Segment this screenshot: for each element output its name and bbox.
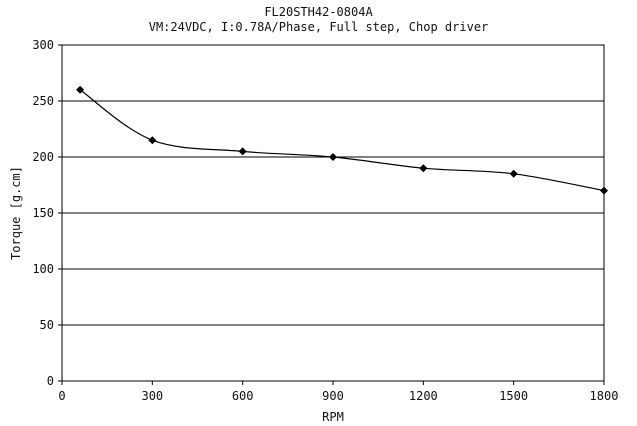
chart-title: FL20STH42-0804A bbox=[264, 5, 373, 19]
data-point-1200 bbox=[419, 164, 428, 173]
x-tick-label-900: 900 bbox=[322, 389, 344, 403]
y-tick-label-250: 250 bbox=[32, 94, 54, 108]
axes bbox=[58, 44, 605, 385]
data-point-900 bbox=[329, 153, 337, 161]
x-tick-label-300: 300 bbox=[141, 389, 163, 403]
x-axis-label: RPM bbox=[322, 410, 344, 424]
y-tick-label-50: 50 bbox=[40, 318, 54, 332]
data-point-600 bbox=[238, 147, 247, 156]
y-tick-label-200: 200 bbox=[32, 150, 54, 164]
y-tick-label-300: 300 bbox=[32, 38, 54, 52]
x-tick-label-0: 0 bbox=[58, 389, 65, 403]
y-tick-label-150: 150 bbox=[32, 206, 54, 220]
data-point-1500 bbox=[509, 169, 518, 178]
data-point-60 bbox=[76, 85, 85, 94]
series-layer bbox=[76, 85, 608, 195]
series-line-0 bbox=[79, 89, 605, 192]
x-tick-label-1200: 1200 bbox=[409, 389, 438, 403]
data-point-1800 bbox=[600, 186, 608, 195]
chart-subtitle: VM:24VDC, I:0.78A/Phase, Full step, Chop… bbox=[148, 20, 489, 34]
grid-lines bbox=[62, 44, 604, 326]
x-tick-label-1500: 1500 bbox=[499, 389, 528, 403]
y-tick-label-0: 0 bbox=[47, 374, 54, 388]
y-axis-label: Torque [g.cm] bbox=[9, 166, 23, 260]
x-tick-label-600: 600 bbox=[232, 389, 254, 403]
y-tick-label-100: 100 bbox=[32, 262, 54, 276]
x-tick-label-1800: 1800 bbox=[590, 389, 619, 403]
data-point-300 bbox=[148, 136, 157, 145]
tick-labels: 0 50 100 150 200 250 300 0 300 600 900 1200 1500 1800 bbox=[32, 38, 618, 403]
